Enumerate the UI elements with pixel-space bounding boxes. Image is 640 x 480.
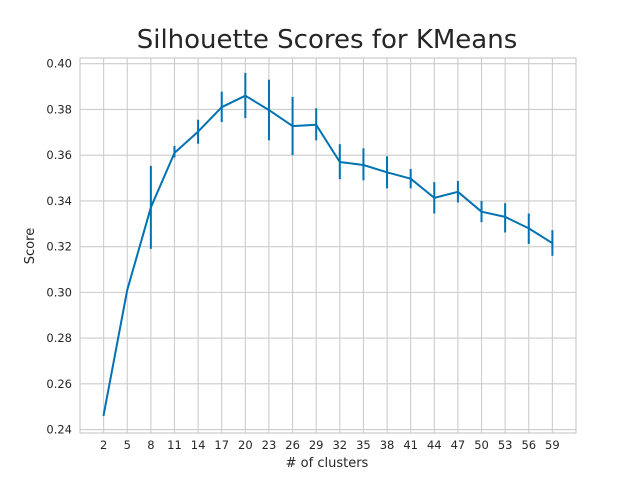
y-tick-label: 0.28: [46, 331, 72, 345]
x-tick-label: 50: [474, 438, 489, 452]
x-tick-label: 59: [545, 438, 560, 452]
y-axis-label: Score: [23, 228, 38, 264]
x-tick-label: 26: [285, 438, 300, 452]
plot-frame: [79, 57, 577, 434]
x-tick-label: 14: [191, 438, 206, 452]
x-tick-label: 11: [167, 438, 182, 452]
chart-title: Silhouette Scores for KMeans: [137, 25, 518, 55]
x-tick-label: 41: [403, 438, 418, 452]
x-tick-label: 44: [427, 438, 442, 452]
x-tick-label: 17: [214, 438, 229, 452]
x-tick-label: 47: [451, 438, 466, 452]
x-tick-label: 5: [124, 438, 131, 452]
x-tick-label: 20: [238, 438, 253, 452]
x-tick-label: 23: [262, 438, 277, 452]
grid-lines: [79, 57, 577, 434]
x-tick-label: 53: [498, 438, 513, 452]
x-tick-label: 56: [521, 438, 536, 452]
x-tick-label: 8: [147, 438, 154, 452]
y-tick-label: 0.36: [46, 148, 72, 162]
x-tick-label: 35: [356, 438, 371, 452]
y-tick-label: 0.38: [46, 102, 72, 116]
x-axis-label: # of clusters: [286, 456, 369, 471]
tick-labels: 2 5 8 11 14 17 20 23 26 29 32 35 38 41 44 47 50 53 56 59 0.2…: [46, 57, 559, 452]
x-tick-label: 2: [100, 438, 107, 452]
y-tick-label: 0.24: [46, 423, 72, 437]
x-tick-label: 38: [380, 438, 395, 452]
y-tick-label: 0.40: [46, 57, 72, 71]
x-tick-label: 29: [309, 438, 324, 452]
y-tick-label: 0.26: [46, 377, 72, 391]
series-line-0: [102, 94, 554, 417]
series-lines: [102, 94, 554, 417]
y-tick-label: 0.32: [46, 240, 72, 254]
x-tick-label: 32: [332, 438, 347, 452]
y-tick-label: 0.34: [46, 194, 72, 208]
y-tick-label: 0.30: [46, 285, 72, 299]
